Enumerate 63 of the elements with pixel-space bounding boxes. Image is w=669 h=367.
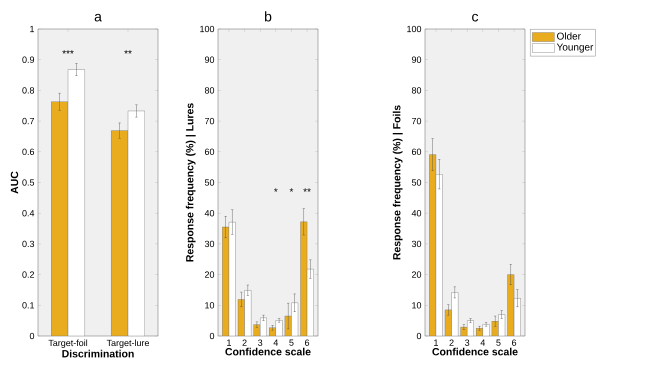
y-tick-label: 20 bbox=[204, 271, 214, 278]
y-tick-label: 50 bbox=[204, 179, 214, 186]
y-tick-label: 20 bbox=[412, 271, 422, 278]
y-tick-label: 0 bbox=[30, 332, 34, 340]
y-tick-label: 90 bbox=[204, 56, 214, 63]
y-tick-label: 0.4 bbox=[22, 210, 34, 216]
y-tick-label: 10 bbox=[412, 302, 422, 308]
y-tick-label: 60 bbox=[204, 148, 214, 155]
annotation: ** bbox=[124, 50, 132, 54]
x-tick-label: 6 bbox=[305, 340, 310, 346]
y-tick-label: 0.1 bbox=[22, 302, 34, 308]
y-tick-label: 0.8 bbox=[22, 87, 34, 94]
y-tick-label: 0.7 bbox=[22, 118, 34, 124]
y-tick-label: 0 bbox=[416, 332, 422, 340]
y-tick-label: 30 bbox=[204, 240, 214, 248]
x-axis-title: Confidence scale bbox=[432, 348, 518, 356]
y-tick-label: 40 bbox=[412, 210, 422, 216]
y-axis-title: Response frequency (%) | Lures bbox=[186, 103, 196, 262]
y-tick-label: 0 bbox=[210, 332, 214, 340]
chart-title: a bbox=[94, 14, 102, 22]
x-tick-label: Target-foil bbox=[48, 340, 88, 348]
y-tick-label: 10 bbox=[205, 302, 214, 308]
y-tick-label: 100 bbox=[200, 26, 214, 32]
y-tick-label: 0.6 bbox=[22, 148, 34, 155]
x-tick-label: 5 bbox=[289, 340, 294, 346]
x-tick-label: 2 bbox=[242, 340, 247, 346]
y-tick-label: 70 bbox=[412, 118, 422, 124]
annotation: *** bbox=[62, 50, 74, 54]
x-tick-label: 1 bbox=[227, 340, 231, 346]
x-tick-label: 3 bbox=[465, 340, 470, 346]
y-tick-label: 0.9 bbox=[22, 56, 34, 63]
y-tick-label: 0.3 bbox=[22, 240, 34, 248]
x-tick-label: 3 bbox=[258, 340, 262, 346]
annotation: * bbox=[274, 188, 278, 192]
x-tick-label: 5 bbox=[496, 340, 501, 346]
text: Younger bbox=[556, 44, 594, 53]
chart-title: b bbox=[265, 11, 272, 22]
x-axis-title: Discrimination bbox=[62, 350, 134, 358]
chart-title: c bbox=[472, 14, 478, 22]
x-axis-title: Confidence scale bbox=[225, 348, 311, 356]
y-tick-label: 40 bbox=[204, 210, 214, 216]
annotation: ** bbox=[303, 188, 311, 192]
x-tick-label: 6 bbox=[512, 340, 516, 346]
y-tick-label: 70 bbox=[204, 118, 214, 124]
y-tick-label: 0.2 bbox=[22, 271, 34, 278]
y-tick-label: 100 bbox=[407, 26, 422, 32]
y-tick-label: 50 bbox=[412, 179, 422, 186]
x-tick-label: Target-lure bbox=[106, 340, 150, 348]
y-axis-title: AUC bbox=[10, 171, 18, 194]
x-tick-label: 4 bbox=[480, 340, 486, 346]
y-tick-label: 1 bbox=[30, 26, 34, 32]
y-tick-label: 0.5 bbox=[22, 179, 34, 186]
y-axis-title: Response frequency (%) | Foils bbox=[392, 105, 403, 260]
x-tick-label: 2 bbox=[450, 340, 454, 346]
legend-label: Older bbox=[557, 32, 581, 40]
y-tick-label: 60 bbox=[412, 148, 422, 155]
y-tick-label: 80 bbox=[204, 87, 214, 94]
x-tick-label: 1 bbox=[434, 340, 438, 346]
x-tick-label: 4 bbox=[274, 340, 278, 346]
y-tick-label: 80 bbox=[412, 87, 422, 94]
annotation: * bbox=[290, 188, 294, 192]
y-tick-label: 30 bbox=[412, 240, 422, 248]
y-tick-label: 90 bbox=[412, 56, 422, 63]
